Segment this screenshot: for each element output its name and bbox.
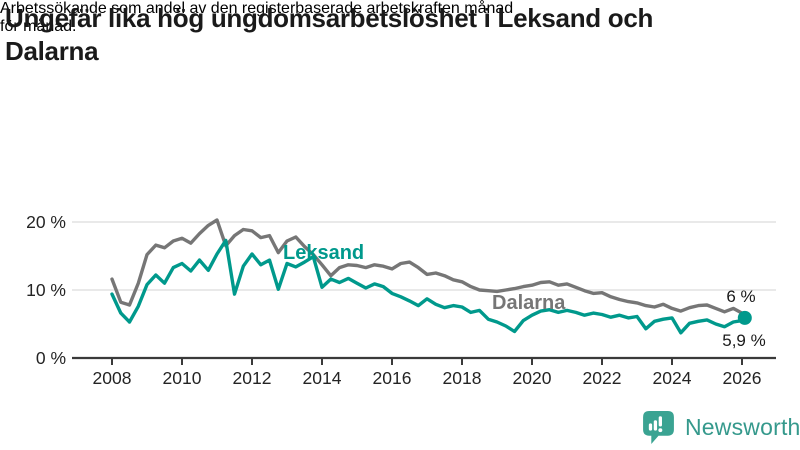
x-axis-label-2016: 2016 bbox=[373, 368, 412, 388]
chart-title-line-1: Ungefär lika hög ungdomsarbetslöshet i L… bbox=[5, 3, 654, 33]
leksand-line bbox=[110, 238, 747, 335]
newsworthy-logo-text: Newsworthy bbox=[685, 414, 800, 440]
x-axis-label-2024: 2024 bbox=[653, 368, 692, 388]
x-axis-label-2022: 2022 bbox=[583, 368, 622, 388]
logo-exclamation-dot bbox=[658, 428, 663, 433]
y-axis-label-10pct: 10 % bbox=[26, 280, 66, 300]
dalarna-series-label: Dalarna bbox=[492, 292, 566, 314]
logo-bar-2 bbox=[653, 420, 658, 431]
chart-title: Ungefär lika hög ungdomsarbetslöshet i L… bbox=[5, 2, 785, 68]
leksand-end-dot bbox=[737, 310, 752, 325]
newsworthy-logo: Newsworthy bbox=[641, 409, 800, 446]
x-axis-label-2020: 2020 bbox=[513, 368, 552, 388]
dalarna-end-value-label: 6 % bbox=[726, 287, 755, 306]
speech-bubble-shape bbox=[643, 411, 674, 444]
y-axis-label-20pct: 20 % bbox=[26, 212, 66, 232]
logo-bar-1 bbox=[648, 423, 653, 431]
x-axis-label-2018: 2018 bbox=[443, 368, 482, 388]
x-axis-label-2008: 2008 bbox=[93, 368, 132, 388]
leksand-series-label: Leksand bbox=[283, 242, 364, 264]
x-axis-label-2012: 2012 bbox=[233, 368, 272, 388]
logo-exclamation-bar bbox=[658, 416, 662, 427]
chart-subtitle-line-1: Arbetssökande som andel av den registerb… bbox=[0, 0, 514, 17]
dalarna-line bbox=[110, 218, 747, 319]
chart-subtitle-line-2: för månad. bbox=[0, 18, 77, 35]
x-axis-label-2010: 2010 bbox=[163, 368, 202, 388]
x-axis-label-2014: 2014 bbox=[303, 368, 342, 388]
chart-title-line-2: Dalarna bbox=[5, 36, 99, 66]
newsworthy-logo-icon bbox=[643, 411, 674, 444]
y-axis-label-0pct: 0 % bbox=[36, 348, 66, 368]
leksand-end-value-label: 5,9 % bbox=[722, 331, 765, 350]
x-axis-label-2026: 2026 bbox=[723, 368, 762, 388]
